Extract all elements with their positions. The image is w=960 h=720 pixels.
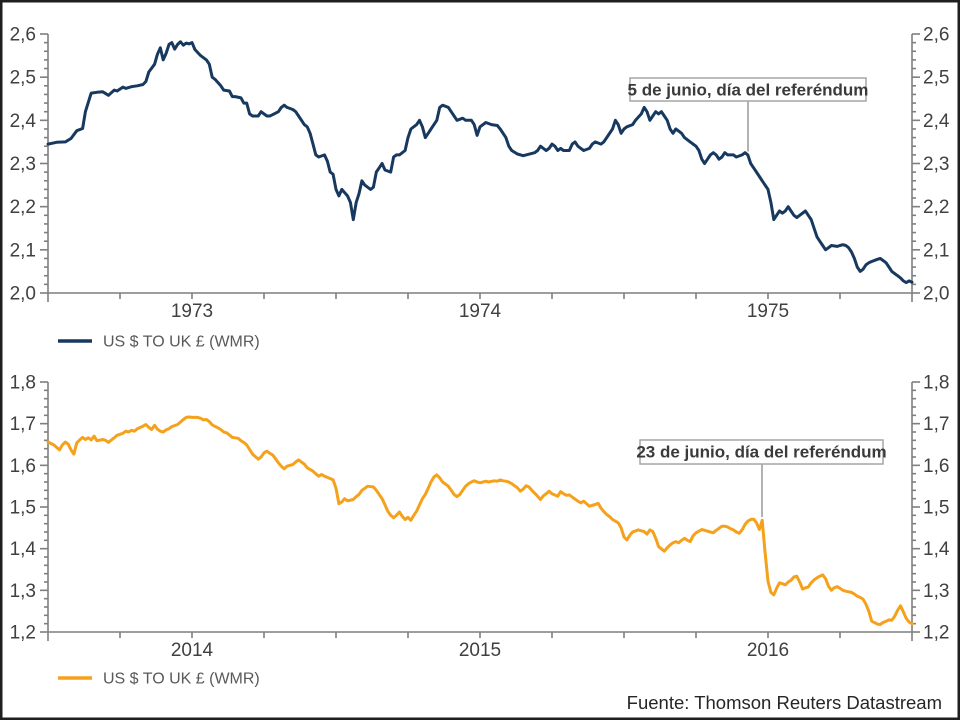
y-axis-label: 1,6 [10,456,36,477]
y-axis-label: 1,5 [10,498,36,519]
y-axis-label: 1,7 [10,414,36,435]
y-axis-label: 2,6 [923,25,949,46]
x-axis-year-label: 1974 [459,301,502,322]
y-axis-label: 1,2 [10,623,36,644]
y-axis-label: 1,2 [923,623,949,644]
annotation-1975-referendum: 5 de junio, día del referéndum [628,77,869,152]
y-axis-label: 1,7 [923,414,949,435]
y-axis-label: 2,1 [923,240,949,261]
x-axis-year-label: 1973 [171,301,213,322]
y-axis-label: 2,4 [10,111,37,132]
y-axis-label: 2,2 [10,197,36,218]
x-axis-year-label: 2016 [747,640,789,661]
chart-gbpusd-1973-1976: 2,0 2,0 2,1 2,1 2,2 2,2 2,3 2,3 2,4 2,4 2,5 2,5 2,6 2… [10,25,950,323]
y-axis-label: 2,1 [10,240,36,261]
y-axis-label: 2,5 [923,68,949,89]
annotation-box [639,439,884,465]
y-axis-label: 2,2 [923,197,949,218]
y-axis-label: 1,3 [10,581,36,602]
x-axis-year-label: 1975 [747,301,789,322]
source-note: Fuente: Thomson Reuters Datastream [627,692,942,713]
chart-gbpusd-2014-2017: 1,2 1,2 1,3 1,3 1,4 1,4 1,5 1,5 1,6 1,6 1,7 1,7 1,8 1… [10,373,950,662]
legend-label: US $ TO UK £ (WMR) [103,671,260,688]
legend-label: US $ TO UK £ (WMR) [103,334,260,351]
annotation-text: 5 de junio, día del referéndum [628,81,869,100]
x-axis-year-label: 2015 [459,640,501,661]
y-axis-label: 1,4 [10,539,37,560]
annotation-text: 23 de junio, día del referéndum [636,443,886,462]
y-axis-label: 1,8 [923,373,949,394]
series-line-usd-to-gbp [46,415,914,626]
annotation-box [629,77,867,102]
y-axis-label: 1,3 [923,581,949,602]
y-axis-label: 2,5 [10,68,36,89]
y-axis-label: 2,6 [10,25,36,46]
legend-bottom-chart: US $ TO UK £ (WMR) [58,671,260,688]
y-axis-label: 2,0 [10,284,36,305]
annotation-2016-referendum: 23 de junio, día del referéndum [636,439,887,517]
y-axis-label: 2,4 [923,111,950,132]
y-axis-label: 1,8 [10,373,36,394]
legend-top-chart: US $ TO UK £ (WMR) [58,334,260,351]
y-axis-label: 2,3 [10,154,36,175]
x-axis-year-label: 2014 [171,640,214,661]
y-axis-label: 2,0 [923,284,949,305]
y-axis-label: 1,6 [923,456,949,477]
series-line-usd-to-gbp [46,40,914,285]
y-axis-label: 1,4 [923,539,950,560]
y-axis-label: 2,3 [923,154,949,175]
y-axis-label: 1,5 [923,498,949,519]
